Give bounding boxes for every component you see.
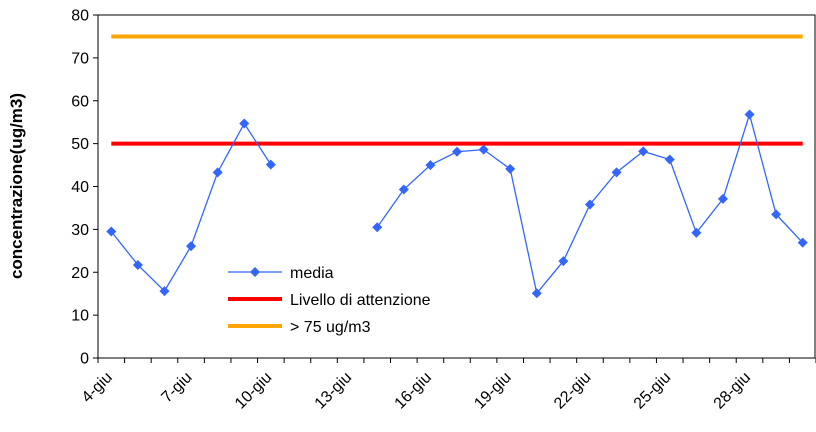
- y-tick-label: 20: [71, 265, 89, 282]
- x-tick-label: 7-giu: [158, 369, 195, 406]
- legend-label: Livello di attenzione: [290, 292, 431, 309]
- data-point: [265, 159, 276, 170]
- legend-label: media: [290, 265, 334, 282]
- y-tick-label: 10: [71, 308, 89, 325]
- y-axis: 0 10 20 30 40 50 60 70 80: [71, 8, 98, 368]
- data-point: [771, 209, 782, 220]
- data-point: [425, 160, 436, 171]
- y-tick-label: 50: [71, 136, 89, 153]
- data-point: [212, 167, 223, 178]
- legend-label: > 75 ug/m3: [290, 319, 371, 336]
- data-point: [797, 237, 808, 248]
- x-tick-label: 22-giu: [551, 369, 594, 412]
- series-line-0: [110, 112, 804, 295]
- y-tick-label: 30: [71, 222, 89, 239]
- y-tick-label: 80: [71, 8, 89, 25]
- y-tick-label: 60: [71, 93, 89, 110]
- x-tick-label: 28-giu: [711, 369, 754, 412]
- x-tick-label: 10-giu: [232, 369, 275, 412]
- data-point: [239, 118, 250, 129]
- data-point: [132, 259, 143, 270]
- data-point: [691, 227, 702, 238]
- plot-area: [97, 14, 816, 359]
- x-tick-label: 19-giu: [471, 369, 514, 412]
- series-layer: [106, 34, 808, 299]
- data-point: [372, 222, 383, 233]
- data-point: [106, 226, 117, 237]
- data-point: [452, 146, 462, 157]
- data-point: [744, 109, 755, 120]
- legend-marker: [250, 267, 260, 277]
- y-tick-label: 0: [80, 351, 89, 368]
- data-point: [478, 144, 489, 155]
- data-point: [584, 199, 595, 210]
- data-point: [664, 154, 675, 165]
- x-axis: 4-giu 7-giu 10-giu 13-giu 16-giu 19-giu 22-giu…: [79, 358, 816, 413]
- data-point: [638, 146, 649, 157]
- data-point: [558, 256, 569, 267]
- y-tick-label: 40: [71, 179, 89, 196]
- x-tick-label: 16-giu: [392, 369, 435, 412]
- data-point: [186, 241, 197, 252]
- x-tick-label: 13-giu: [312, 369, 355, 412]
- data-point: [531, 288, 542, 299]
- x-tick-label: 4-giu: [79, 369, 116, 406]
- data-point: [159, 286, 170, 297]
- legend: media Livello di attenzione > 75 ug/m3: [228, 265, 431, 336]
- data-point: [717, 193, 728, 204]
- data-point: [611, 167, 622, 178]
- plot-frame: [97, 14, 816, 359]
- data-point: [398, 184, 409, 195]
- x-tick-label: 25-giu: [631, 369, 674, 412]
- y-tick-label: 70: [71, 50, 89, 67]
- y-axis-label: concentrazione(ug/m3): [7, 93, 26, 279]
- data-point: [505, 163, 516, 174]
